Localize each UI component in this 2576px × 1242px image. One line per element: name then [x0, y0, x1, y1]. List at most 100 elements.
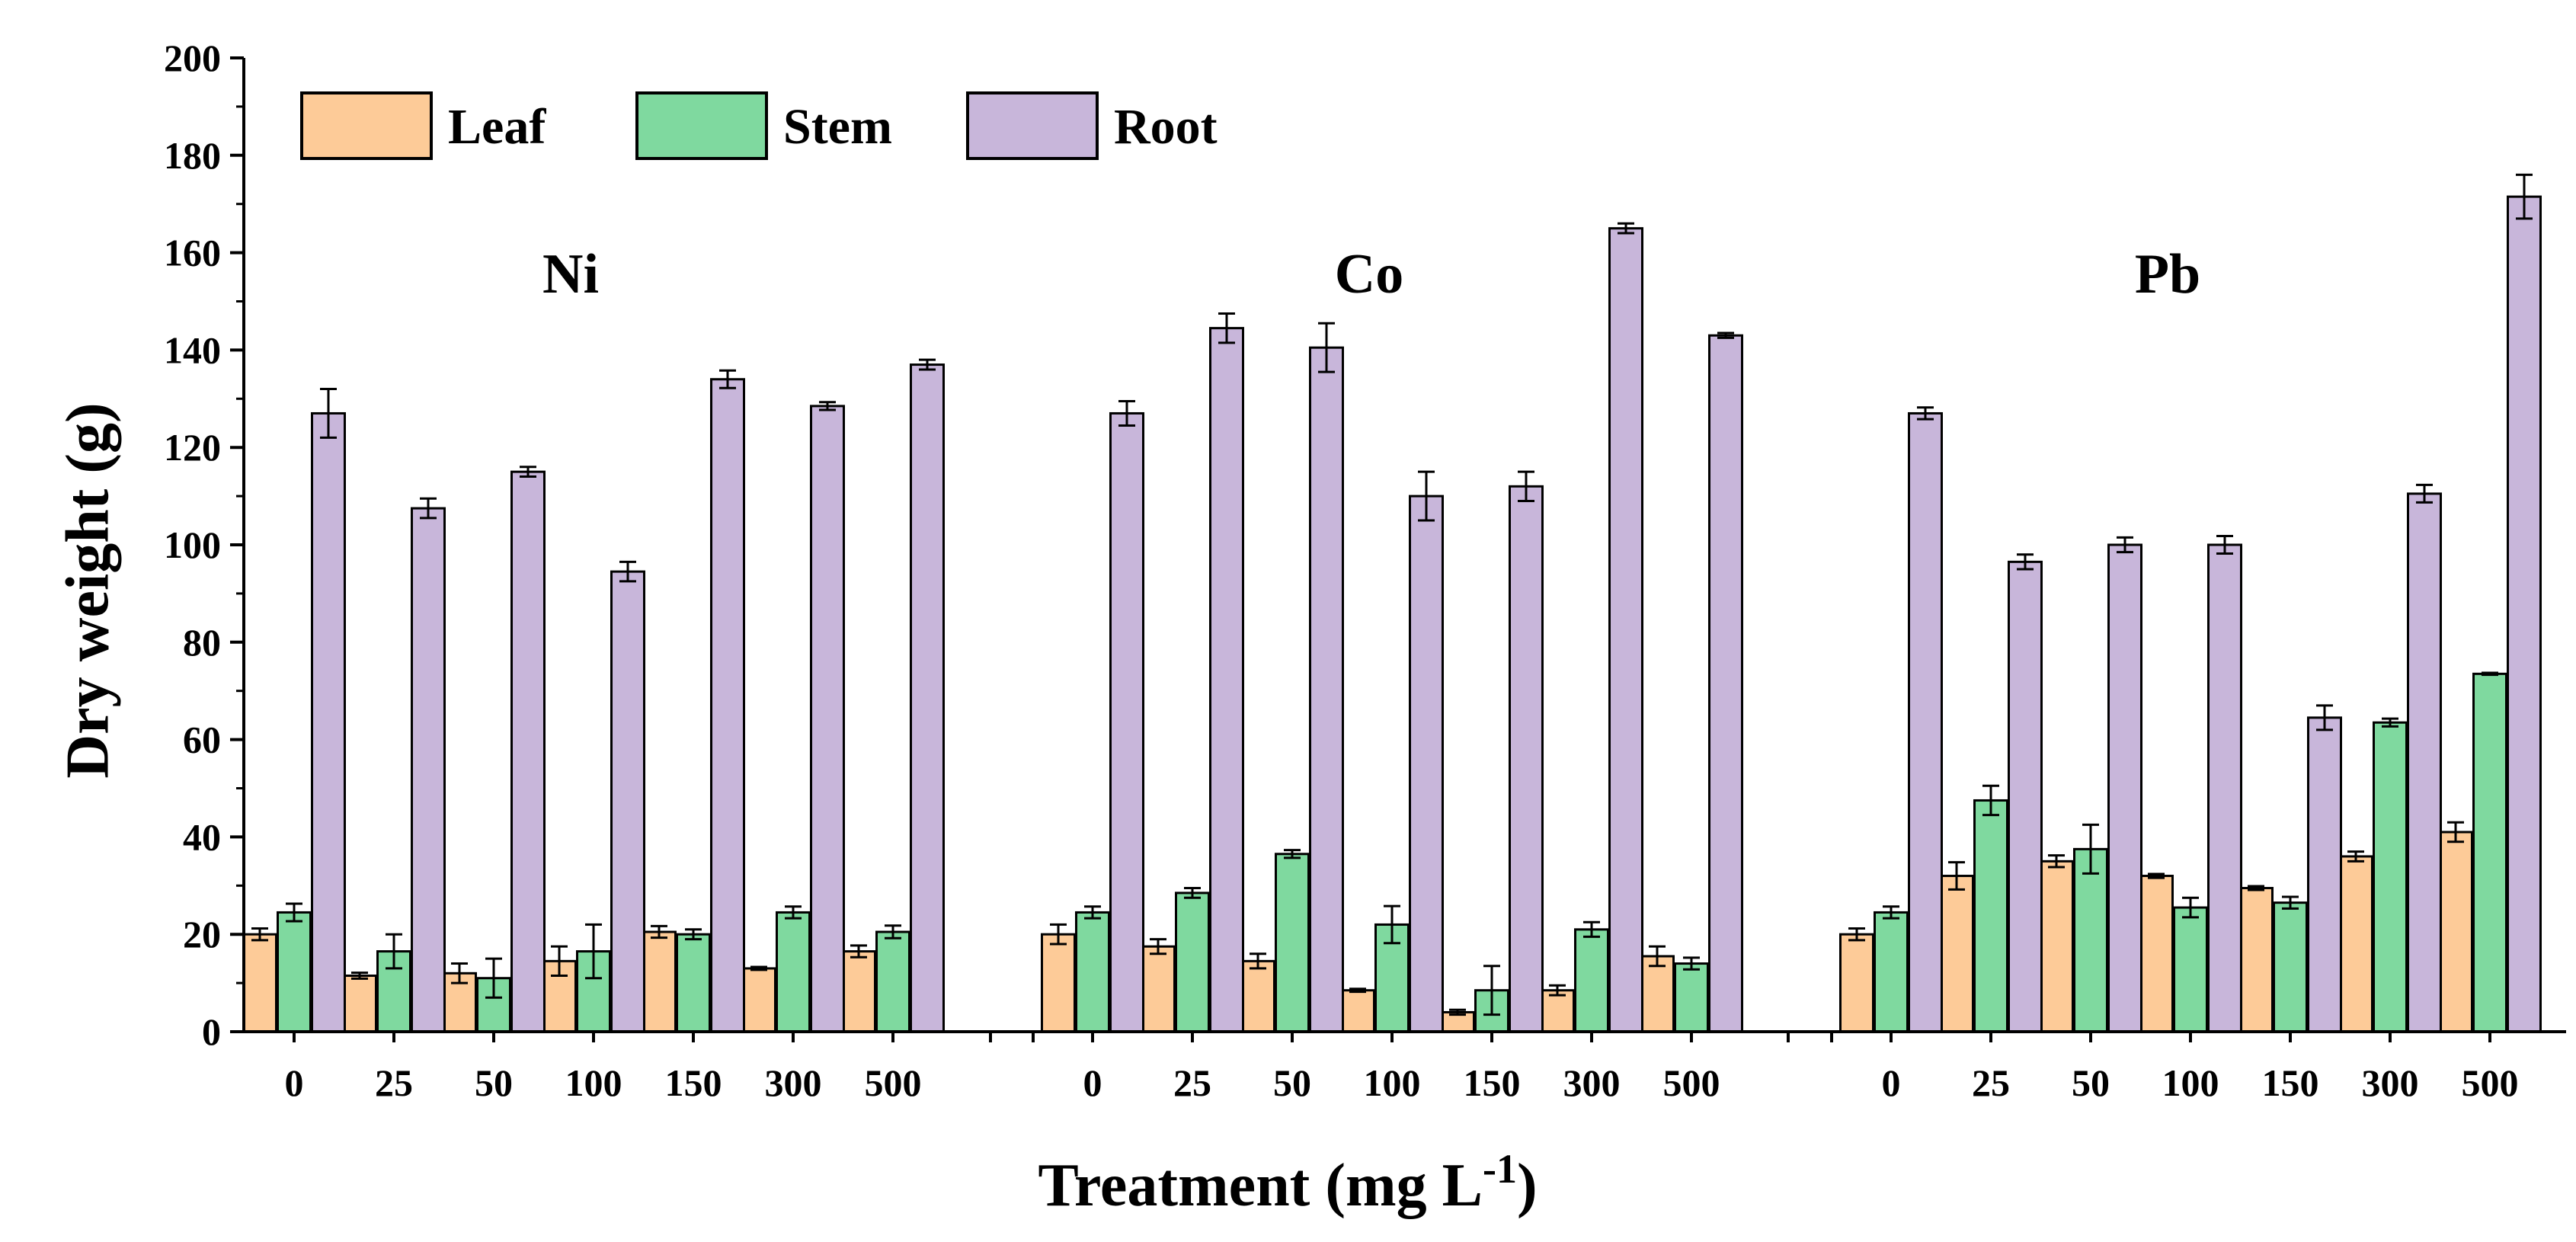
bar-co-root-25	[1209, 327, 1244, 1033]
error-bar-pb-leaf-100	[2148, 872, 2165, 879]
bar-ni-leaf-500	[841, 950, 876, 1033]
bar-pb-leaf-500	[2438, 831, 2473, 1033]
bar-ni-leaf-150	[642, 930, 677, 1033]
bar-ni-leaf-25	[342, 975, 377, 1033]
error-bar-co-leaf-50	[1250, 952, 1266, 970]
error-bar-pb-stem-150	[2282, 895, 2299, 910]
y-tick-label-140: 140	[164, 328, 221, 371]
error-bar-co-stem-300	[1583, 920, 1600, 938]
error-bar-ni-root-100	[619, 560, 636, 583]
bar-co-root-100	[1409, 495, 1444, 1033]
y-tick-label-0: 0	[202, 1010, 221, 1053]
error-bar-pb-root-0	[1917, 406, 1934, 421]
x-tick-label-ni-50: 50	[475, 1061, 513, 1104]
error-bar-pb-root-100	[2216, 534, 2233, 555]
x-tick-label-pb-25: 25	[1972, 1061, 2010, 1104]
x-tick-label-ni-25: 25	[375, 1061, 413, 1104]
error-bar-pb-root-500	[2516, 173, 2533, 220]
x-tick-label-pb-50: 50	[2072, 1061, 2110, 1104]
y-tick-label-20: 20	[183, 913, 221, 956]
bar-pb-root-150	[2307, 716, 2342, 1033]
bar-co-leaf-500	[1640, 955, 1675, 1033]
error-bar-co-root-500	[1717, 331, 1734, 339]
error-bar-co-root-100	[1418, 470, 1435, 522]
bar-ni-root-100	[610, 570, 645, 1033]
x-tick-label-ni-500: 500	[865, 1061, 922, 1104]
y-tick-label-40: 40	[183, 815, 221, 858]
bar-co-leaf-100	[1340, 989, 1375, 1033]
error-bar-pb-stem-25	[1982, 784, 1999, 817]
bar-co-leaf-0	[1041, 933, 1076, 1033]
bar-co-stem-500	[1674, 962, 1709, 1033]
bar-pb-leaf-100	[2139, 875, 2174, 1033]
bar-pb-stem-0	[1874, 911, 1909, 1033]
error-bar-co-leaf-500	[1649, 945, 1666, 968]
error-bar-co-stem-50	[1284, 849, 1301, 859]
error-bar-ni-leaf-25	[351, 972, 368, 980]
bar-ni-stem-0	[277, 911, 312, 1033]
group-label-co: Co	[1335, 243, 1403, 306]
error-bar-ni-root-150	[719, 369, 736, 389]
bar-pb-root-500	[2507, 195, 2542, 1033]
bar-pb-leaf-300	[2338, 855, 2373, 1033]
error-bar-co-leaf-100	[1349, 988, 1366, 994]
x-tick-label-pb-0: 0	[1882, 1061, 1901, 1104]
bar-co-root-300	[1608, 227, 1643, 1033]
x-tick-label-pb-300: 300	[2362, 1061, 2419, 1104]
x-tick-label-co-25: 25	[1173, 1061, 1211, 1104]
y-tick-label-200: 200	[164, 37, 221, 79]
error-bar-co-root-300	[1618, 222, 1634, 235]
y-tick-label-120: 120	[164, 426, 221, 469]
bar-pb-stem-150	[2273, 901, 2308, 1033]
bar-pb-leaf-25	[1939, 875, 1974, 1033]
error-bar-co-root-150	[1518, 470, 1534, 502]
error-bar-pb-leaf-50	[2048, 854, 2065, 869]
error-bar-pb-root-150	[2316, 704, 2333, 731]
error-bar-ni-root-300	[819, 401, 836, 411]
bar-co-root-500	[1708, 334, 1743, 1033]
error-bar-pb-leaf-500	[2447, 821, 2464, 843]
error-bar-ni-leaf-300	[750, 965, 767, 972]
bar-ni-root-25	[411, 507, 446, 1033]
legend-label-leaf: Leaf	[448, 99, 546, 155]
bar-ni-root-50	[510, 470, 546, 1033]
x-axis-title: Treatment (mg L-1)	[1038, 1146, 1537, 1219]
error-bar-pb-stem-100	[2182, 896, 2199, 919]
bar-pb-root-50	[2107, 543, 2142, 1033]
bar-ni-stem-300	[776, 911, 811, 1033]
error-bar-pb-leaf-0	[1848, 927, 1865, 942]
x-tick-label-pb-100: 100	[2162, 1061, 2219, 1104]
bar-co-root-150	[1509, 485, 1544, 1033]
bar-co-stem-25	[1175, 891, 1210, 1033]
error-bar-pb-stem-300	[2382, 717, 2398, 728]
x-tick-label-co-150: 150	[1464, 1061, 1521, 1104]
bar-co-leaf-50	[1240, 959, 1275, 1033]
error-bar-co-root-50	[1318, 322, 1335, 373]
bar-pb-stem-25	[1973, 799, 2008, 1033]
x-tick-label-co-0: 0	[1083, 1061, 1102, 1104]
error-bar-co-leaf-300	[1549, 984, 1566, 997]
error-bar-ni-root-25	[420, 497, 437, 520]
x-tick-label-ni-150: 150	[665, 1061, 722, 1104]
error-bars	[251, 173, 2533, 1016]
bar-pb-root-25	[2008, 560, 2043, 1033]
x-tick-label-ni-0: 0	[285, 1061, 304, 1104]
bar-co-leaf-300	[1540, 989, 1575, 1033]
error-bar-pb-root-50	[2117, 536, 2133, 554]
error-bar-pb-stem-0	[1883, 905, 1899, 920]
x-tick-label-ni-100: 100	[565, 1061, 622, 1104]
legend-label-root: Root	[1114, 99, 1218, 155]
y-tick-label-80: 80	[183, 621, 221, 664]
bar-ni-root-0	[311, 411, 346, 1033]
bar-ni-leaf-100	[542, 959, 577, 1033]
legend-item-stem: Stem	[635, 91, 892, 160]
x-tick-label-co-500: 500	[1663, 1061, 1720, 1104]
legend-swatch-stem	[635, 91, 768, 160]
bar-pb-leaf-50	[2039, 859, 2074, 1033]
bar-pb-stem-50	[2073, 847, 2108, 1033]
x-tick-label-pb-150: 150	[2262, 1061, 2319, 1104]
x-axis-title-main: Treatment (mg L	[1038, 1152, 1483, 1219]
error-bar-ni-leaf-0	[251, 927, 268, 942]
error-bar-co-stem-150	[1483, 965, 1500, 1016]
